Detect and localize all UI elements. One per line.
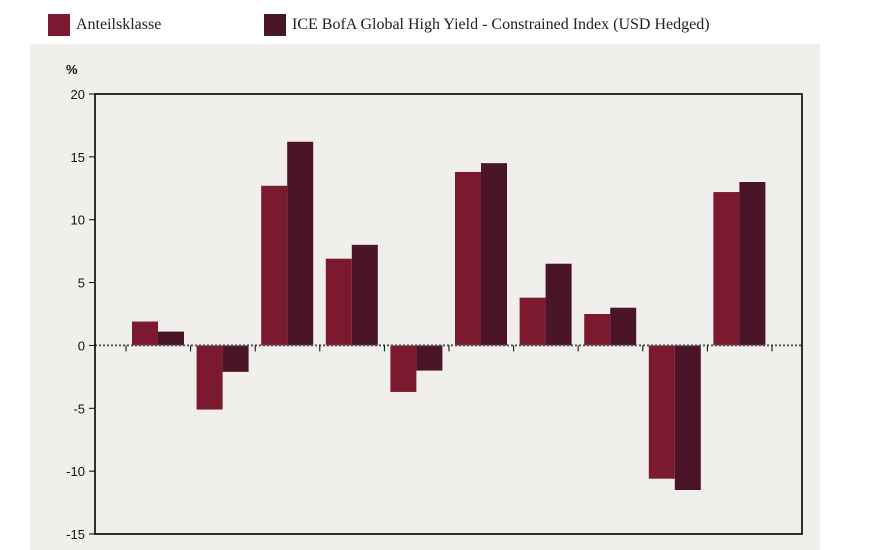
bar-index bbox=[545, 263, 572, 346]
legend-swatch-index bbox=[264, 14, 286, 36]
legend-item-share-class: Anteilsklasse bbox=[48, 14, 161, 36]
bar-index bbox=[351, 244, 378, 346]
legend-label-share-class: Anteilsklasse bbox=[76, 16, 162, 33]
bar-index bbox=[287, 141, 314, 346]
y-tick-label: 15 bbox=[71, 150, 85, 165]
y-tick-label: -10 bbox=[66, 464, 85, 479]
y-tick-label: -5 bbox=[73, 401, 85, 416]
y-tick-label: 10 bbox=[71, 213, 85, 228]
bar-share-class bbox=[196, 345, 223, 410]
x-tick-layer bbox=[125, 345, 773, 352]
bar-share-class bbox=[648, 345, 675, 479]
chart-background bbox=[30, 44, 820, 550]
y-unit-label: % bbox=[66, 62, 78, 77]
bar-index bbox=[416, 345, 443, 371]
bar-share-class bbox=[325, 258, 352, 346]
legend-label-index: ICE BofA Global High Yield - Constrained… bbox=[292, 16, 710, 33]
legend-swatch-share-class bbox=[48, 14, 70, 36]
y-tick-layer: 20 15 10 5 0 -5 -10 -15 bbox=[66, 87, 95, 542]
bar-index bbox=[674, 345, 701, 490]
bar-index bbox=[739, 182, 766, 346]
bar-share-class bbox=[261, 185, 288, 346]
bar-share-class bbox=[132, 321, 158, 346]
bar-share-class bbox=[713, 192, 740, 346]
bar-index bbox=[610, 307, 637, 346]
legend: Anteilsklasse ICE BofA Global High Yield… bbox=[0, 0, 883, 44]
bar-index bbox=[481, 163, 507, 346]
y-tick-label: -15 bbox=[66, 527, 85, 542]
bar-share-class bbox=[455, 171, 481, 346]
legend-item-index: ICE BofA Global High Yield - Constrained… bbox=[264, 14, 710, 36]
y-tick-label: 20 bbox=[71, 87, 85, 102]
bar-share-class bbox=[584, 314, 611, 346]
y-tick-label: 5 bbox=[78, 276, 85, 291]
bar-index bbox=[158, 331, 184, 346]
bars-layer bbox=[132, 141, 766, 490]
y-tick-label: 0 bbox=[78, 338, 85, 353]
bar-share-class bbox=[390, 345, 417, 392]
bar-chart: % 20 15 10 5 0 -5 -10 -15 bbox=[30, 44, 820, 550]
bar-share-class bbox=[519, 297, 546, 346]
bar-index bbox=[222, 345, 249, 372]
plot-frame bbox=[94, 93, 803, 535]
